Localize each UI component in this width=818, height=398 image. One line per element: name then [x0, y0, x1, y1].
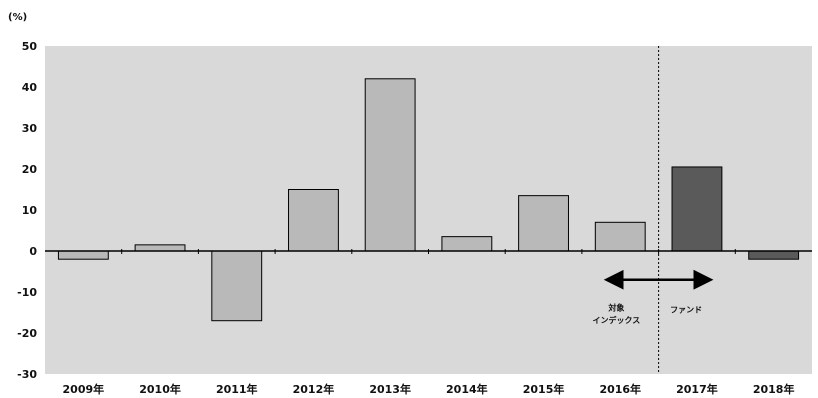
bar-2014年 [441, 236, 493, 252]
bar-2009年 [57, 250, 109, 260]
y-tick-label: 50 [22, 40, 38, 53]
bar-2016年 [594, 221, 646, 252]
bar-2015年 [518, 195, 569, 252]
bars [57, 78, 800, 322]
bar-2011年 [211, 250, 263, 322]
x-axis-ticks: 2009年 2010年 2011年 2012年 2013年 2014年 2015年 2016年… [63, 249, 795, 396]
y-tick-label: -30 [17, 368, 37, 381]
x-tick-label: 2009年 [63, 382, 105, 396]
x-tick-label: 2017年 [676, 382, 718, 396]
y-tick-label: 30 [22, 122, 38, 135]
y-tick-label: -20 [17, 327, 37, 340]
x-tick-label: 2011年 [216, 382, 258, 396]
x-tick-label: 2010年 [139, 382, 181, 396]
y-tick-label: -10 [17, 286, 37, 299]
bar-2012年 [288, 189, 339, 252]
bar-2018年 [748, 250, 800, 260]
y-tick-label: 40 [22, 81, 38, 94]
index-period-label-line2: インデックス [593, 315, 641, 325]
y-unit-label: (%) [8, 12, 27, 23]
y-axis-ticks: 50 40 30 20 10 0 -10 -20 -30 [17, 40, 37, 381]
fund-period-label: ファンド [670, 306, 702, 315]
x-tick-label: 2016年 [599, 382, 641, 396]
bar-2017年 [671, 166, 723, 252]
bar-2010年 [134, 244, 186, 252]
x-tick-label: 2018年 [753, 382, 795, 396]
x-tick-label: 2013年 [369, 382, 411, 396]
y-tick-label: 0 [29, 245, 37, 258]
x-tick-label: 2012年 [293, 382, 335, 396]
y-tick-label: 20 [22, 163, 38, 176]
index-period-label-line1: 対象 [607, 302, 624, 312]
y-tick-label: 10 [22, 204, 38, 217]
bar-2013年 [364, 78, 416, 252]
x-tick-label: 2014年 [446, 382, 488, 396]
x-tick-label: 2015年 [523, 382, 565, 396]
